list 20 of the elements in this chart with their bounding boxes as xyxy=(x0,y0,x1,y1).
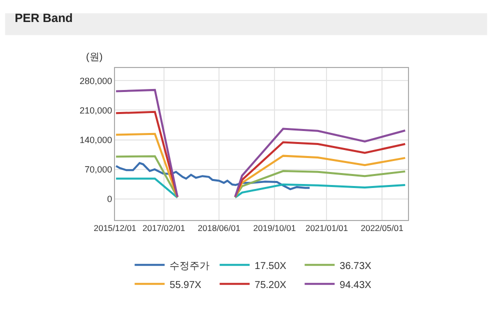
y-tick-label: 140,000 xyxy=(80,134,112,145)
x-tick-label: 2017/02/01 xyxy=(142,223,186,234)
y-tick-label: 210,000 xyxy=(80,105,112,116)
legend-label: 75.20X xyxy=(254,280,287,291)
x-tick-label: 2019/10/01 xyxy=(253,223,296,234)
line-series xyxy=(115,162,311,190)
chart-title: PER Band xyxy=(14,11,73,26)
y-axis-title: (원) xyxy=(86,52,103,63)
x-tick-label: 2021/01/01 xyxy=(305,223,348,234)
y-tick-label: 0 xyxy=(107,194,112,204)
x-tick-label: 2018/06/01 xyxy=(198,223,241,234)
legend-label: 55.97X xyxy=(170,280,202,291)
x-tick-label: 2015/12/01 xyxy=(94,223,137,234)
legend-label: 수정주가 xyxy=(170,260,210,272)
legend-label: 17.50X xyxy=(254,260,287,272)
y-tick-label: 70,000 xyxy=(84,164,112,174)
y-tick-label: 280,000 xyxy=(80,76,112,86)
x-tick-label: 2022/05/01 xyxy=(360,223,404,234)
legend-label: 36.73X xyxy=(340,260,372,272)
legend-label: 94.43X xyxy=(340,280,372,291)
